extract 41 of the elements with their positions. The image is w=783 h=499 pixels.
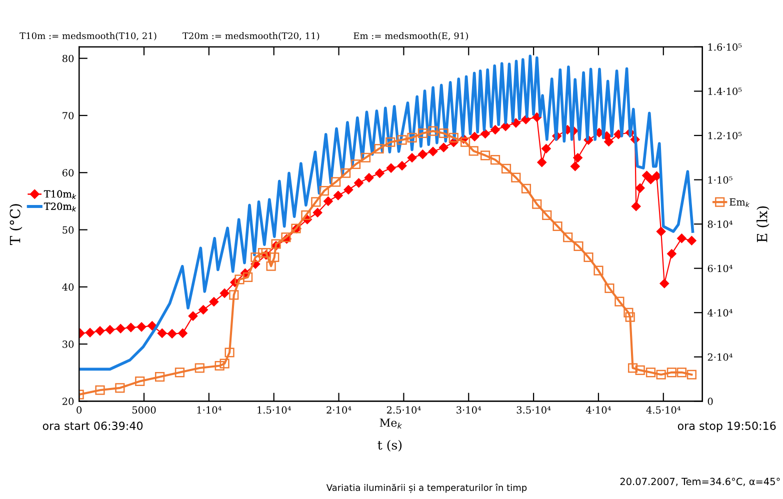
y-axis-title: T (°C) bbox=[10, 204, 22, 245]
y-tick-label: 50 bbox=[62, 226, 74, 234]
y-tick-label: 60 bbox=[62, 169, 74, 176]
x-tick-label: 4.5·10⁴ bbox=[646, 406, 681, 414]
x-tick-label: 5000 bbox=[132, 406, 156, 414]
y-tick-label: 20 bbox=[62, 398, 74, 406]
y2-tick-label: 4·10⁴ bbox=[708, 309, 732, 316]
text: Variatia iluminării și a temperaturilor în timp bbox=[326, 484, 527, 494]
text: t (s) bbox=[378, 440, 402, 452]
x-tick-label: 2·10⁴ bbox=[326, 406, 352, 414]
y-tick-label: 80 bbox=[62, 54, 74, 62]
y2-tick-label: 1.6·10⁵ bbox=[708, 43, 742, 51]
line-series bbox=[79, 54, 694, 371]
legend-label: T10m$_{k}$ bbox=[44, 190, 76, 200]
y-tick-label: 30 bbox=[62, 340, 74, 348]
y2-tick-label: 1.4·10⁵ bbox=[708, 88, 742, 96]
y2-tick-label: 0 bbox=[708, 398, 713, 406]
text: Em := medsmooth(E, 91) bbox=[354, 32, 468, 40]
x-tick-label: 3.5·10⁴ bbox=[516, 406, 551, 414]
y2-tick-label: 1·10⁵ bbox=[708, 176, 732, 184]
y2-tick-label: 1.2·10⁵ bbox=[708, 132, 742, 140]
y-tick-label: 40 bbox=[62, 283, 74, 291]
text: ora start 06:39:40 bbox=[42, 422, 143, 430]
x-tick-label: 0 bbox=[76, 406, 82, 414]
y2-tick-label: 8·10⁴ bbox=[708, 220, 732, 228]
y2-tick-label: 2·10⁴ bbox=[708, 353, 732, 361]
text: T20m := medsmooth(T20, 11) bbox=[182, 32, 320, 40]
y2-tick-label: 6·10⁴ bbox=[708, 264, 732, 272]
text: 20.07.2007, Tem=34.6°C, α=45° bbox=[620, 478, 780, 486]
x-tick-label: 2.5·10⁴ bbox=[386, 406, 421, 414]
x-tick-label: 3·10⁴ bbox=[456, 406, 482, 414]
text: T10m := medsmooth(T10, 21) bbox=[20, 32, 156, 40]
y-tick-label: 70 bbox=[62, 112, 74, 120]
x-tick-label: 1.5·10⁴ bbox=[258, 406, 291, 414]
x-tick-label: 1·10⁴ bbox=[197, 406, 222, 414]
text: ora stop 19:50:16 bbox=[678, 422, 776, 432]
legend-label: Em$_{k}$ bbox=[730, 198, 750, 208]
legend-label: T20m$_{k}$ bbox=[44, 202, 76, 212]
y2-axis-title: E (lx) bbox=[756, 206, 770, 242]
x-tick-label: 4·10⁴ bbox=[586, 406, 611, 414]
x-axis-title: Me$_{k}$ bbox=[380, 418, 402, 428]
